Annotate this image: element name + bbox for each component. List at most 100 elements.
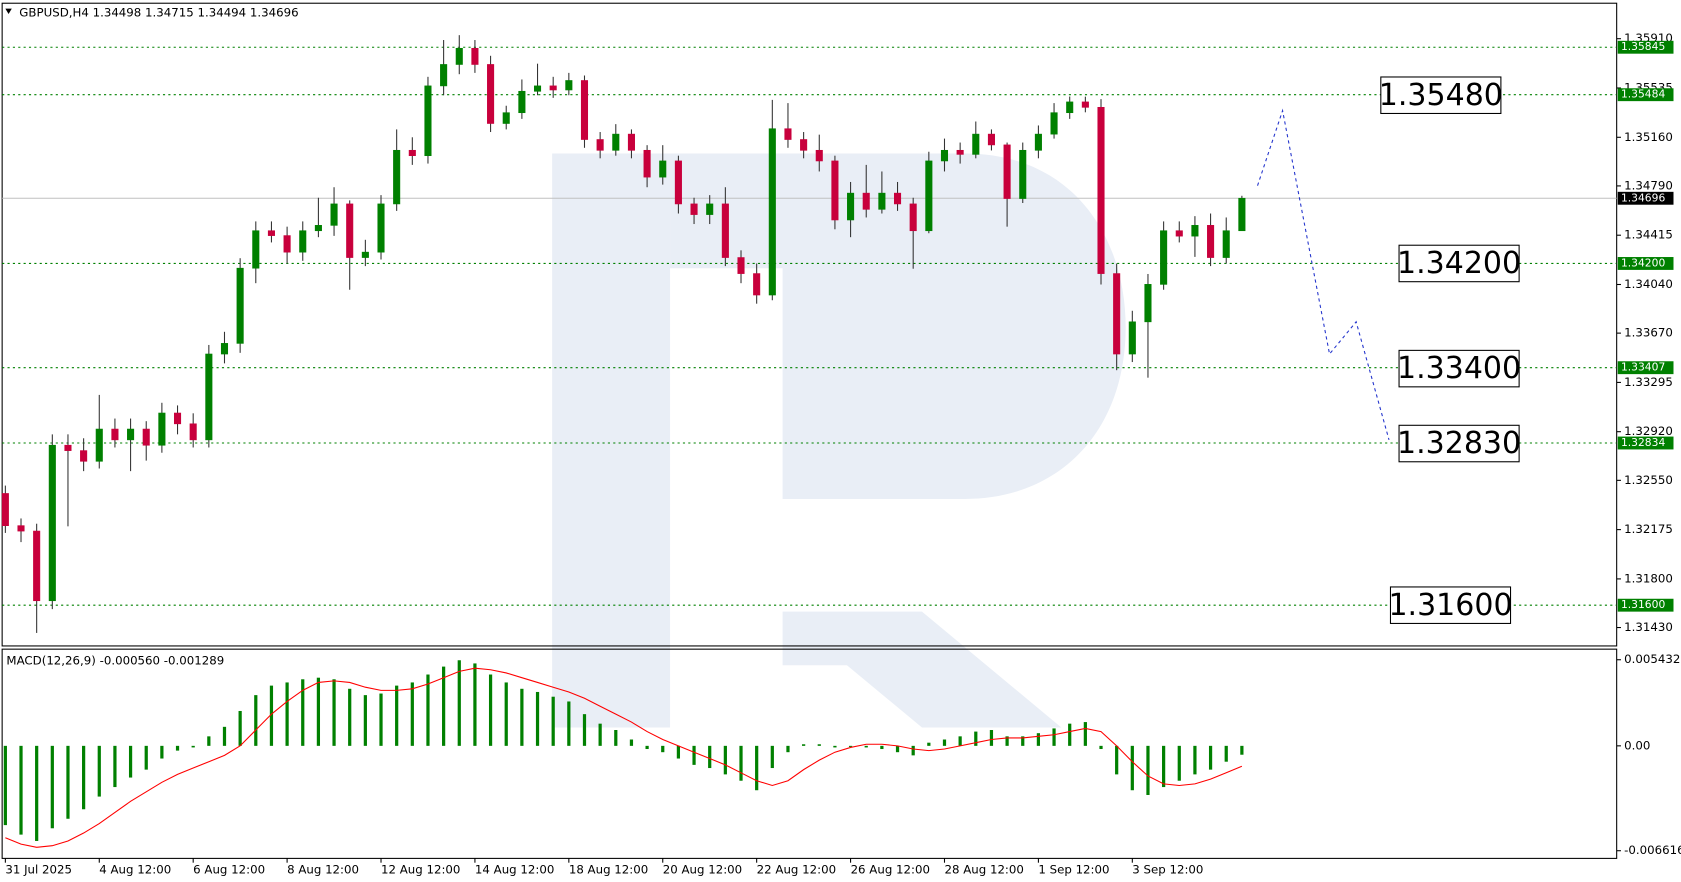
candle-body [721,203,729,258]
macd-bar [363,695,367,746]
candle-body [189,423,197,441]
macd-bar [880,745,884,750]
macd-bar [942,739,947,746]
macd-panel [1,648,1618,859]
y-tick-label: 1.34790 [1624,178,1673,192]
candle-body [862,192,870,210]
forecast-line [1257,108,1390,440]
candle-body [487,64,495,124]
candle-body [987,133,995,146]
macd-bar [770,745,774,769]
candle-body [831,160,839,221]
main-panel [1,2,1618,647]
level-box [1398,349,1520,388]
macd-bar [1146,745,1150,795]
current-price-tag [1617,191,1674,205]
candle-body [972,133,980,155]
candle-body [127,428,135,441]
candle-body [518,90,526,114]
macd-bar [269,685,274,746]
macd-bar [332,679,336,746]
candle-body [1,493,9,526]
y-tick-label: 1.33295 [1624,375,1673,389]
candle-body [64,444,72,451]
candle-body [768,128,776,296]
y-tick-label: 1.32920 [1624,424,1673,438]
candle-body [612,133,620,151]
candle-body [1207,225,1215,258]
macd-bar [614,730,618,746]
macd-bar [1099,745,1103,750]
candle-body [1238,197,1246,232]
candle-body [377,203,385,253]
candle-body [48,444,56,602]
candle-body [643,149,651,178]
candle-body [346,203,354,258]
macd-bar [395,685,399,746]
macd-bar [50,745,54,829]
level-box-label: 1.35480 [1379,78,1503,113]
macd-bar [128,745,133,778]
candle-body [878,192,886,210]
y-tick-label: 1.32175 [1624,522,1673,536]
macd-bar [974,731,978,746]
macd-bar [551,696,555,746]
candle-body [893,192,902,205]
macd-bar [1240,745,1244,755]
macd-bar [989,730,994,746]
macd-bar [661,745,665,753]
level-tag [1617,88,1674,102]
level-tag [1617,361,1674,375]
macd-bar [1021,736,1025,746]
candle-body [33,530,41,602]
macd-bar [567,701,571,746]
candle-body [502,112,510,124]
candle-body [1113,273,1121,355]
y-tick-label: 1.34415 [1624,228,1673,242]
candle-body [267,230,275,236]
macd-bar [1005,736,1009,746]
macd-bar [1052,728,1056,746]
macd-bar [1130,745,1134,791]
macd-bar [457,660,461,746]
macd-bar [692,745,696,765]
candle-body [674,160,682,205]
candle-body [1128,321,1136,355]
candle-body [1034,133,1042,151]
macd-bar [927,742,931,746]
macd-bar [739,745,743,781]
x-tick-label: 20 Aug 12:00 [663,863,742,877]
candle-body [455,47,463,65]
candle-body [737,257,745,274]
macd-bar [504,682,508,746]
candle-body [111,428,119,441]
title-arrow [5,8,12,14]
macd-bar [348,688,352,746]
level-tag [1617,40,1674,54]
x-tick-label: 18 Aug 12:00 [569,863,648,877]
macd-bar [285,682,289,746]
x-tick-label: 3 Sep 12:00 [1132,863,1203,877]
candle-body [847,192,855,221]
candle-body [205,353,213,441]
level-box [1398,424,1520,463]
candle-body [565,80,573,91]
level-tag-label: 1.33407 [1621,361,1665,374]
candle-body [690,203,698,215]
macd-bar [1162,745,1166,788]
candle-body [158,412,166,446]
macd-bar [802,744,806,746]
y-tick-label: 0.005432 [1624,652,1680,666]
macd-bar [1193,745,1197,775]
macd-bar [442,666,446,746]
macd-title: MACD(12,26,9) -0.000560 -0.001289 [6,653,224,667]
macd-bar [911,745,915,756]
candle-body [236,267,244,344]
candle-body [142,428,150,446]
macd-bar [1083,722,1087,746]
candle-body [940,149,949,162]
candle-body [1175,230,1183,237]
macd-bar [97,745,101,797]
macd-bar [175,745,180,751]
level-tag-label: 1.35845 [1621,40,1665,53]
